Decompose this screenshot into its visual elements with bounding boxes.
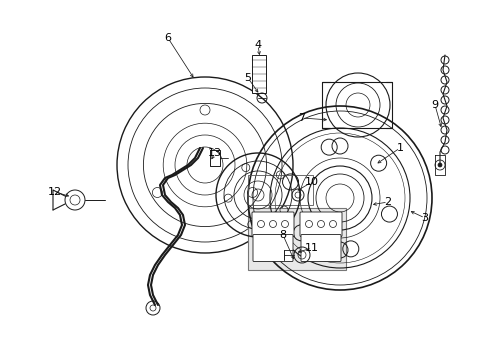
Text: 7: 7 [298,113,305,123]
Text: 1: 1 [396,143,403,153]
Text: 10: 10 [305,177,318,187]
Text: 12: 12 [48,187,62,197]
Text: 9: 9 [430,100,438,110]
Text: 11: 11 [305,243,318,253]
Text: 5: 5 [244,73,251,83]
Text: 2: 2 [384,197,391,207]
Circle shape [437,163,441,167]
Text: 3: 3 [421,213,427,223]
Text: 6: 6 [164,33,171,43]
Text: 13: 13 [207,148,222,158]
Bar [247,175,312,205]
FancyBboxPatch shape [301,234,340,261]
FancyBboxPatch shape [252,234,292,261]
FancyBboxPatch shape [299,212,341,237]
FancyBboxPatch shape [251,212,293,237]
Text: 4: 4 [254,40,261,50]
Bar [251,55,265,93]
Bar [247,208,346,270]
Text: 8: 8 [279,230,286,240]
